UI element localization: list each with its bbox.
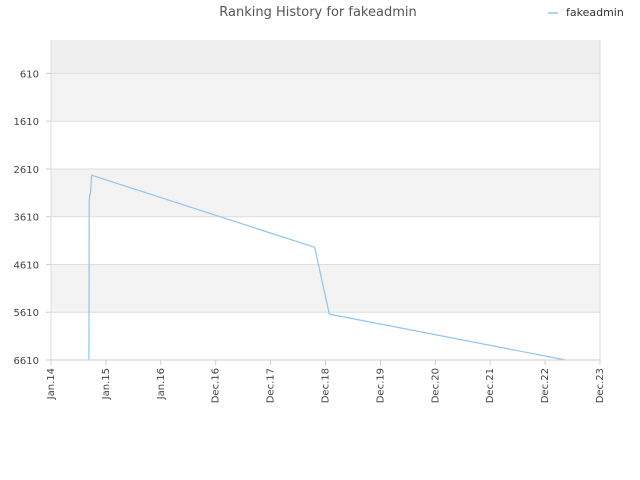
x-tick-label: Dec.17 xyxy=(266,368,277,403)
plot-band xyxy=(51,40,600,74)
plot-bands xyxy=(51,40,600,360)
legend: fakeadmin xyxy=(548,6,624,19)
series-line-fakeadmin xyxy=(88,174,566,361)
x-tick-label: Dec.19 xyxy=(375,368,386,403)
series-lines xyxy=(88,174,566,361)
x-tick-label: Dec.16 xyxy=(211,368,222,403)
y-tick-label: 1610 xyxy=(14,117,39,128)
legend-label: fakeadmin xyxy=(566,6,624,19)
plot-band xyxy=(51,73,600,122)
plot-band xyxy=(51,121,600,169)
x-tick-label: Jan.15 xyxy=(101,368,112,400)
y-tick-label: 2610 xyxy=(14,165,39,176)
axes: 610 1610 2610 3610 4610 5610 6610 Jan.14 Jan.15 J… xyxy=(14,40,606,403)
y-tick-label: 3610 xyxy=(14,213,39,224)
gridlines xyxy=(51,72,600,361)
x-tick-label: Dec.23 xyxy=(595,368,606,403)
plot-band xyxy=(51,216,600,265)
x-tick-label: Dec.18 xyxy=(321,368,332,403)
x-tick-label: Jan.16 xyxy=(156,368,167,400)
y-tick-label: 610 xyxy=(20,69,39,80)
plot-band xyxy=(51,264,600,313)
chart-title: Ranking History for fakeadmin xyxy=(219,5,416,20)
x-tick-label: Jan.14 xyxy=(46,368,57,400)
x-tick-label: Dec.21 xyxy=(485,368,496,403)
y-tick-label: 4610 xyxy=(14,260,39,271)
x-tick-label: Dec.22 xyxy=(540,368,551,403)
y-tick-label: 6610 xyxy=(14,356,39,367)
x-tick-label: Dec.20 xyxy=(430,368,441,403)
y-tick-label: 5610 xyxy=(14,308,39,319)
plot-band xyxy=(51,312,600,360)
plot-band xyxy=(51,168,600,217)
